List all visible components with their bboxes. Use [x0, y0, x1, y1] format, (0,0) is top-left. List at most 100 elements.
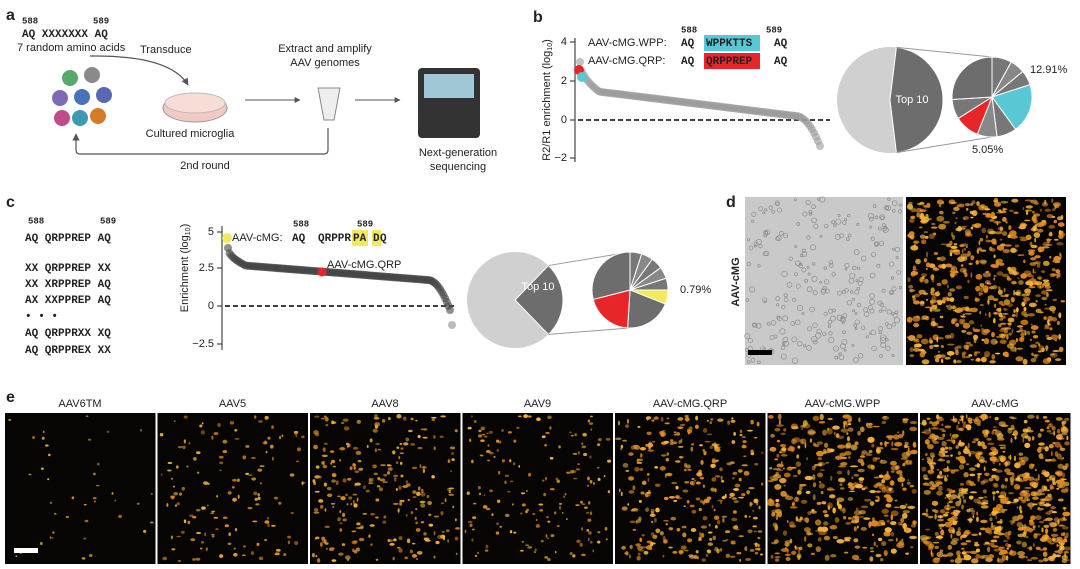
- cell: [822, 331, 827, 337]
- cell: [193, 456, 197, 461]
- cell: [1029, 506, 1033, 510]
- cell: [695, 550, 699, 554]
- cell: [329, 547, 335, 550]
- cell: [869, 216, 874, 222]
- cell: [330, 450, 335, 453]
- cell: [1009, 235, 1018, 239]
- cell: [884, 527, 892, 533]
- cell: [887, 435, 893, 441]
- cell: [808, 212, 813, 216]
- cell: [891, 441, 894, 447]
- cell: [324, 416, 329, 422]
- cell: [1038, 520, 1045, 524]
- cell: [979, 304, 984, 306]
- cell: [908, 231, 915, 237]
- cell: [173, 491, 179, 496]
- cell: [1044, 208, 1052, 212]
- cell: [337, 495, 341, 498]
- cell: [273, 496, 279, 500]
- cell: [417, 446, 423, 450]
- cell: [454, 536, 459, 541]
- cell: [387, 464, 392, 467]
- cell: [1061, 558, 1068, 564]
- cell: [949, 249, 954, 254]
- cell: [520, 492, 526, 495]
- cell: [1006, 333, 1009, 340]
- cell: [845, 521, 851, 525]
- cell: [1008, 332, 1012, 336]
- cell: [375, 558, 379, 561]
- cell: [1063, 551, 1069, 554]
- cell: [1018, 280, 1024, 285]
- cell: [1057, 479, 1065, 485]
- cell: [908, 289, 916, 292]
- cell: [414, 516, 417, 520]
- cell: [983, 466, 986, 472]
- variant-name: AAV-cMG.QRP:: [588, 55, 665, 67]
- cell: [968, 507, 974, 511]
- cell: [368, 482, 374, 485]
- cell: [211, 534, 215, 536]
- cell: [338, 552, 344, 556]
- cell: [1050, 334, 1059, 340]
- cell: [455, 552, 458, 555]
- cell: [1006, 547, 1010, 550]
- cell: [952, 520, 958, 526]
- cell: [1028, 250, 1035, 256]
- cell: [957, 421, 960, 425]
- cell: [645, 507, 650, 512]
- cell: [1011, 433, 1016, 436]
- cell: [535, 518, 538, 521]
- cell: [216, 494, 218, 498]
- cell: [948, 500, 953, 504]
- cell: [952, 234, 955, 241]
- cell: [140, 429, 142, 432]
- cell: [851, 554, 860, 561]
- cell: [816, 441, 823, 445]
- cell: [412, 496, 417, 498]
- cell: [93, 472, 96, 476]
- cell: [997, 531, 1003, 536]
- cell: [518, 464, 521, 468]
- cell: [486, 432, 489, 435]
- cell: [83, 503, 87, 506]
- cell: [894, 499, 898, 502]
- cell: [1010, 346, 1017, 352]
- cell: [1031, 215, 1037, 222]
- cell: [1046, 213, 1054, 219]
- cell: [738, 469, 743, 473]
- cell: [170, 495, 176, 499]
- cell: [719, 467, 723, 472]
- cell: [853, 510, 862, 516]
- cell: [422, 436, 428, 439]
- cell: [780, 432, 786, 436]
- cell: [730, 540, 736, 544]
- cell: [1045, 289, 1053, 292]
- cell: [783, 428, 787, 432]
- cell: [851, 516, 855, 522]
- cell: [709, 445, 714, 450]
- library-sequence: XX QRPPREP XX: [25, 263, 111, 275]
- cell: [847, 482, 853, 487]
- cell: [15, 555, 18, 558]
- cell: [795, 461, 802, 467]
- cell: [427, 500, 432, 506]
- cell: [635, 543, 641, 547]
- cell: [279, 435, 281, 440]
- cell: [1054, 238, 1059, 241]
- cell: [473, 419, 477, 424]
- cell: [603, 475, 606, 478]
- cell: [770, 433, 775, 438]
- cell: [676, 432, 681, 436]
- cell: [1053, 219, 1058, 224]
- cell: [946, 460, 951, 464]
- cell: [812, 482, 817, 488]
- cell: [905, 503, 908, 506]
- cell: [919, 300, 925, 305]
- cell: [620, 491, 623, 497]
- cell: [183, 439, 186, 444]
- cell: [547, 520, 551, 523]
- cell: [1008, 492, 1014, 495]
- cell: [696, 472, 703, 477]
- cell: [1019, 236, 1026, 239]
